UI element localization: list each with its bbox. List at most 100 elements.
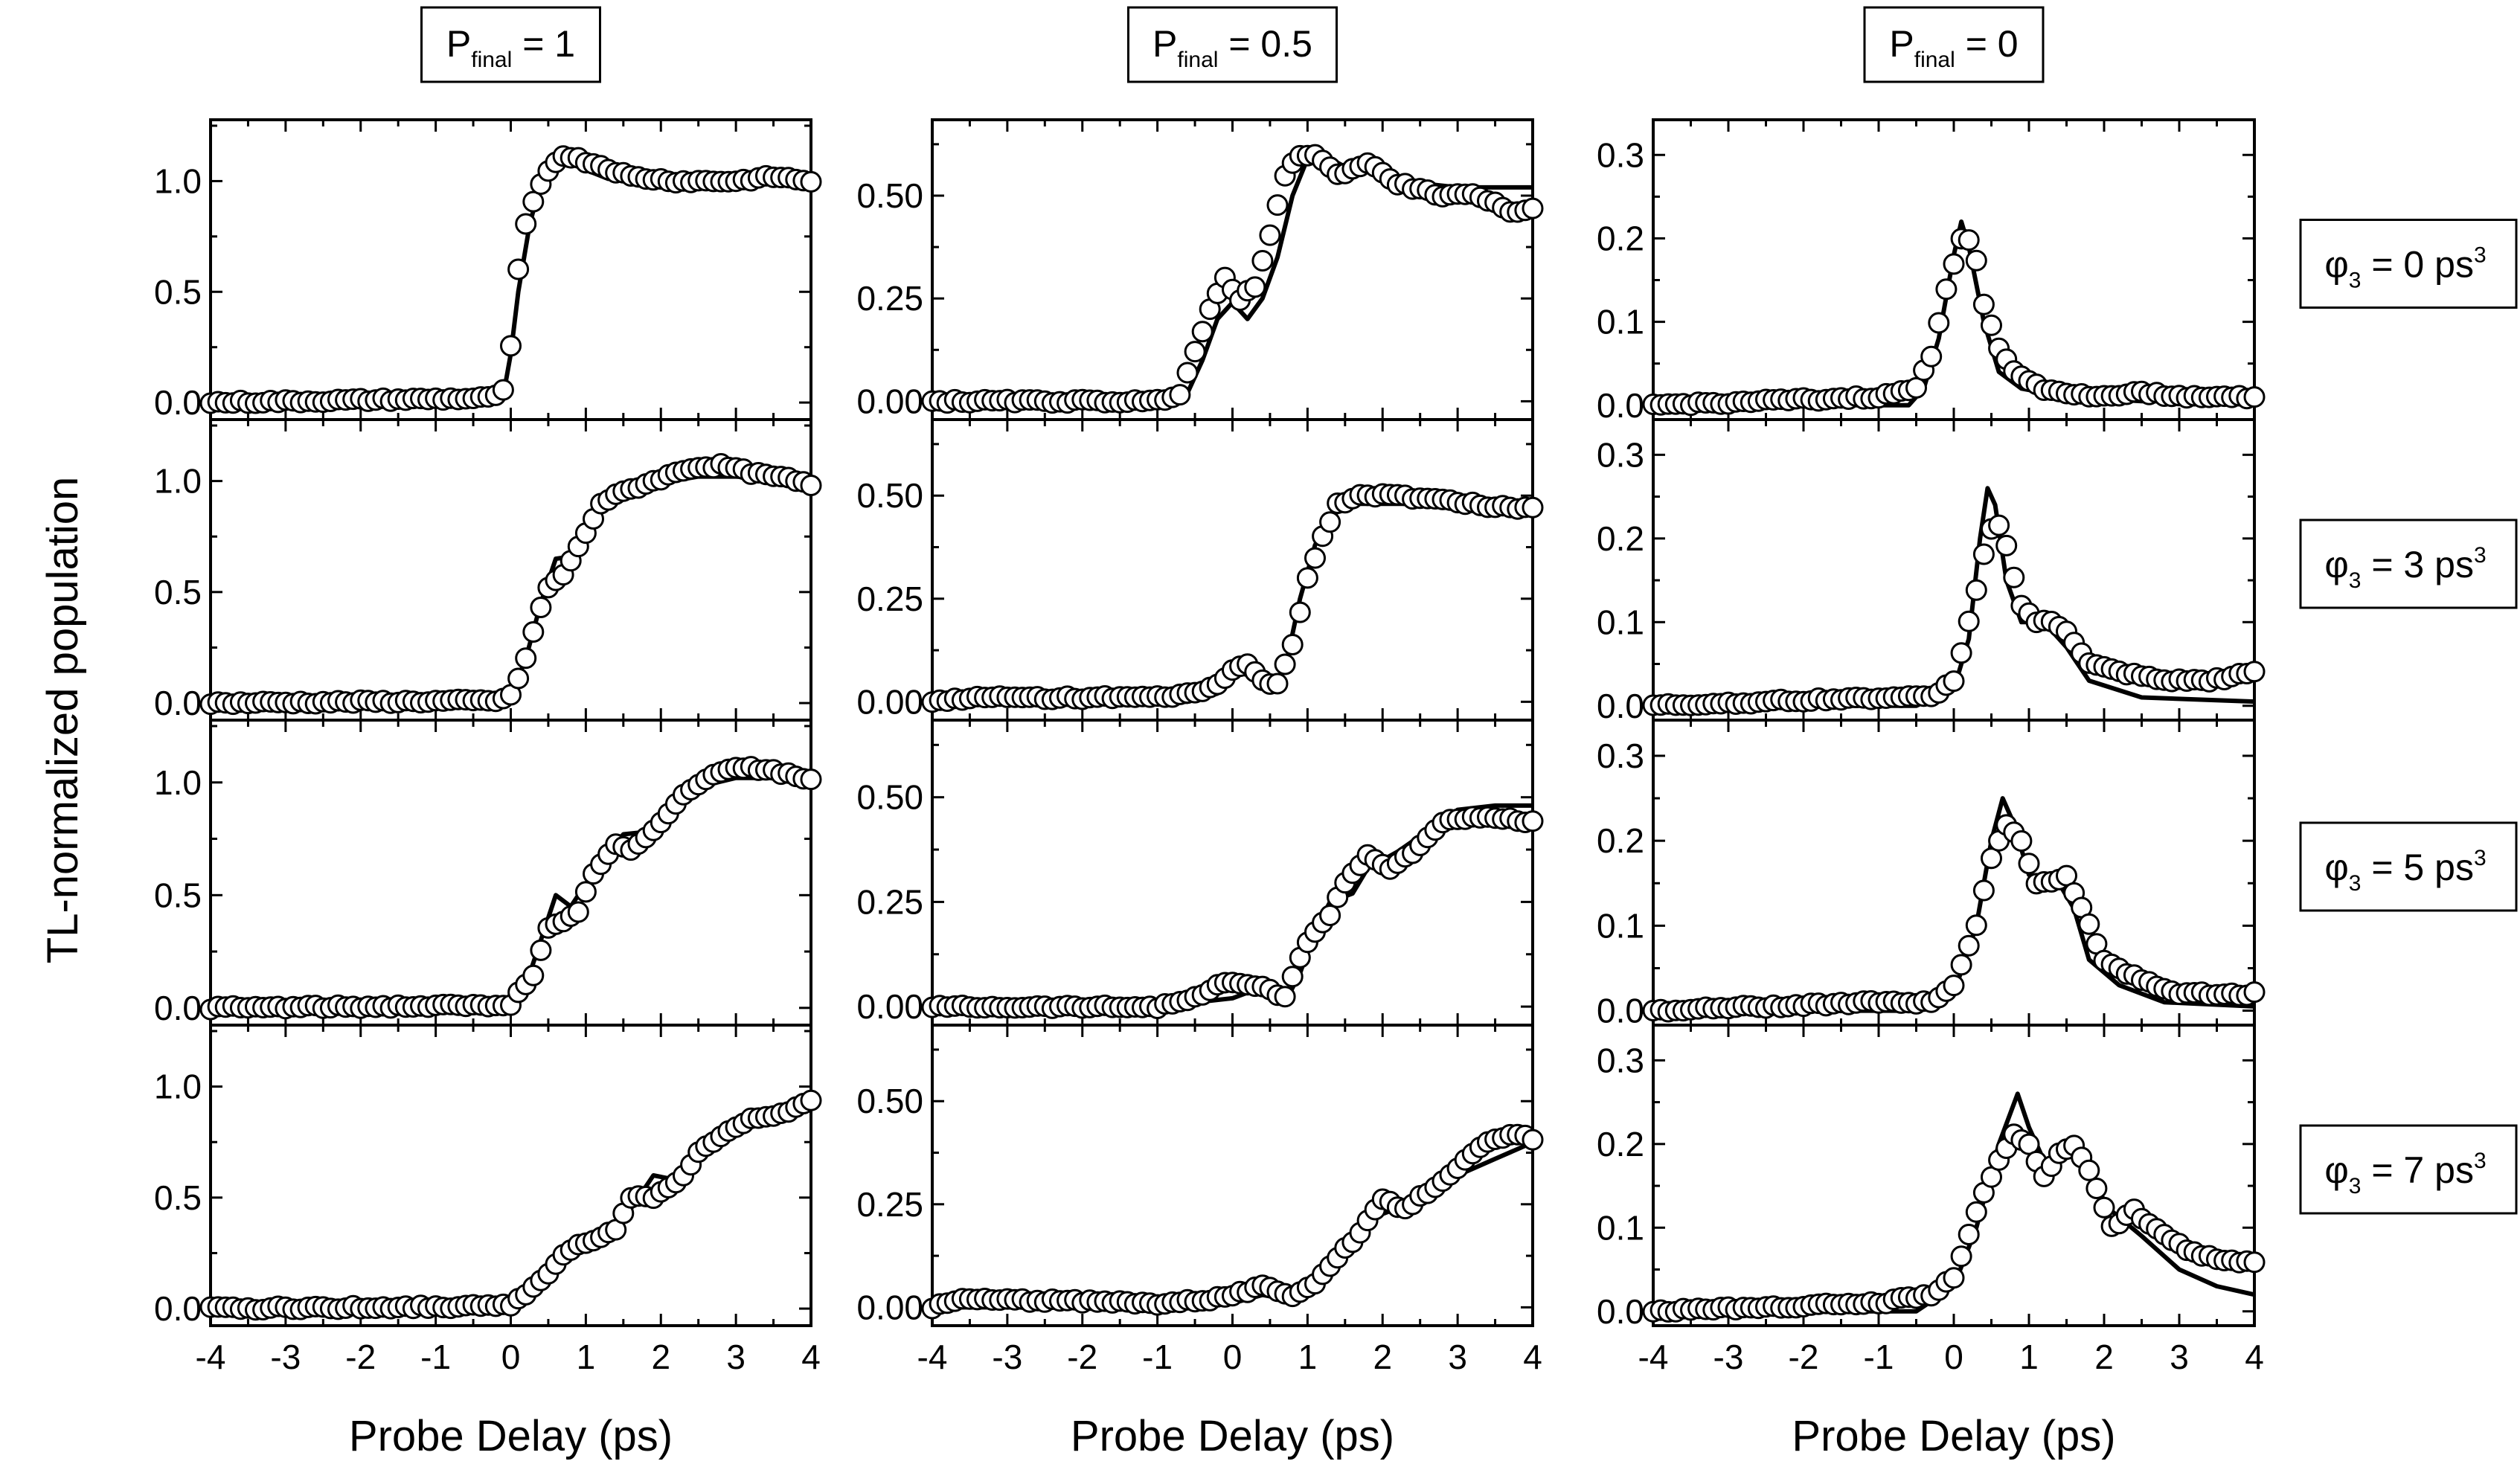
data-point	[1958, 934, 1980, 957]
data-point	[1274, 986, 1296, 1008]
data-point	[1965, 1201, 1987, 1223]
data-point	[2243, 981, 2266, 1004]
x-tick-label: -2	[345, 1338, 376, 1376]
y-tick-label: 0.1	[1597, 1208, 1644, 1247]
data-point	[1244, 276, 1266, 298]
data-point	[1184, 341, 1206, 363]
data-point	[1281, 966, 1304, 988]
x-tick-label: 0	[1944, 1338, 1963, 1376]
column-title-0: Pfinal = 1	[420, 6, 601, 83]
y-tick-label: 1.0	[154, 1068, 202, 1106]
y-tick-label: 0.2	[1597, 219, 1644, 257]
data-point	[2243, 661, 2266, 683]
data-points-r2-c2	[1642, 814, 2266, 1023]
data-point	[2243, 386, 2266, 408]
row-label-text: φ3 = 3 ps3	[2324, 543, 2486, 593]
data-point	[1943, 1267, 1965, 1289]
x-tick-label: -3	[1713, 1338, 1744, 1376]
data-point	[1972, 293, 1995, 315]
data-point	[507, 258, 530, 280]
data-point	[1965, 579, 1987, 601]
y-tick-label: 0.3	[1597, 435, 1644, 474]
x-tick-label: -4	[1638, 1338, 1669, 1376]
y-tick-label: 0.5	[154, 1178, 202, 1217]
x-tick-label: -1	[1864, 1338, 1894, 1376]
y-tick-label: 0.00	[856, 682, 923, 721]
data-point	[2243, 1251, 2266, 1274]
y-tick-label: 0.1	[1597, 303, 1644, 341]
panel-frame-r0-c1	[931, 118, 1534, 421]
row-label-2: φ3 = 5 ps3	[2299, 821, 2518, 912]
data-point	[1958, 1224, 1980, 1245]
column-title-1: Pfinal = 0.5	[1127, 6, 1338, 83]
data-point	[1935, 278, 1958, 301]
y-tick-label: 0.0	[1597, 386, 1644, 425]
y-tick-label: 0.50	[856, 778, 923, 817]
data-point	[515, 213, 537, 235]
data-point	[2078, 1159, 2100, 1181]
row-label-box	[2299, 821, 2518, 912]
data-point	[1169, 384, 1191, 406]
y-tick-label: 0.00	[856, 987, 923, 1026]
y-tick-label: 0.50	[856, 476, 923, 515]
data-point	[2085, 1178, 2108, 1199]
x-tick-label: 2	[651, 1338, 670, 1376]
data-point	[1943, 253, 1965, 275]
x-tick-label: 4	[801, 1338, 821, 1376]
x-tick-label: 3	[726, 1338, 746, 1376]
x-tick-label: -3	[992, 1338, 1022, 1376]
y-tick-label: 0.0	[154, 989, 202, 1027]
fit-line-r2-c0	[211, 775, 811, 1010]
y-tick-label: 0.5	[154, 876, 202, 914]
data-point	[2003, 566, 2025, 588]
data-point	[1319, 511, 1341, 533]
data-point	[2093, 1196, 2115, 1219]
data-points-r0-c1	[921, 144, 1544, 414]
data-point	[567, 901, 589, 923]
x-tick-label: -1	[1142, 1338, 1173, 1376]
y-tick-label: 0.2	[1597, 519, 1644, 558]
column-title-box	[1127, 6, 1338, 83]
y-tick-label: 0.50	[856, 176, 923, 215]
y-tick-label: 1.0	[154, 763, 202, 802]
data-points-r0-c0	[199, 145, 822, 414]
row-label-box	[2299, 519, 2518, 609]
data-point	[1289, 601, 1311, 623]
data-point	[1950, 1245, 1972, 1268]
x-tick-label: -3	[270, 1338, 301, 1376]
data-point	[1296, 567, 1318, 589]
y-tick-label: 0.00	[856, 382, 923, 420]
y-tick-label: 0.3	[1597, 1041, 1644, 1079]
y-tick-label: 0.25	[856, 279, 923, 318]
data-point	[522, 964, 545, 986]
data-point	[2078, 913, 2100, 935]
y-tick-label: 0.2	[1597, 1125, 1644, 1163]
data-point	[1304, 547, 1326, 569]
data-point	[1266, 672, 1289, 695]
column-title-text: Pfinal = 1	[446, 23, 575, 72]
data-point	[1943, 670, 1965, 693]
row-label-box	[2299, 1124, 2518, 1215]
data-point	[500, 335, 522, 357]
data-point	[530, 597, 552, 618]
data-point	[1928, 312, 1950, 334]
data-point	[1522, 810, 1544, 832]
data-point	[1958, 610, 1980, 632]
row-label-box	[2299, 219, 2518, 309]
data-points-r3-c1	[921, 1123, 1544, 1320]
data-points-r2-c0	[199, 756, 822, 1021]
y-tick-label: 0.25	[856, 882, 923, 921]
row-label-text: φ3 = 7 ps3	[2324, 1149, 2486, 1198]
x-tick-label: 1	[577, 1338, 596, 1376]
data-point	[1176, 362, 1199, 384]
data-point	[1191, 321, 1213, 343]
data-point	[1981, 314, 2002, 336]
x-tick-label: 3	[2170, 1338, 2189, 1376]
y-tick-label: 0.5	[154, 272, 202, 311]
x-tick-label: 3	[1448, 1338, 1467, 1376]
data-points-r0-c2	[1642, 228, 2266, 417]
y-tick-label: 0.3	[1597, 736, 1644, 775]
column-title-text: Pfinal = 0	[1889, 23, 2018, 72]
data-point	[1950, 954, 1972, 976]
